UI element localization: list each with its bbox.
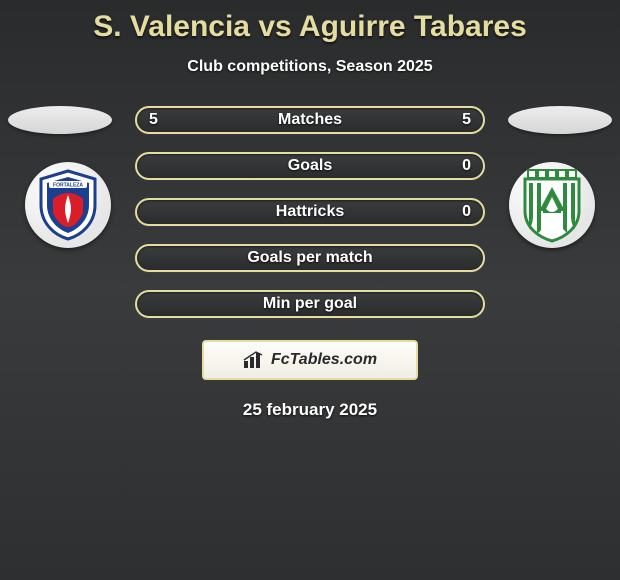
stat-label: Goals	[288, 157, 332, 175]
stat-bar-goals: Goals 0	[135, 152, 485, 180]
stat-label: Matches	[278, 111, 342, 129]
svg-text:FORTALEZA: FORTALEZA	[53, 183, 83, 189]
stat-right-value: 5	[453, 111, 471, 129]
bar-chart-icon	[243, 351, 265, 369]
stat-bars: 5 Matches 5 Goals 0 Hattricks 0 Goals pe…	[135, 106, 485, 318]
stat-left-value: 5	[149, 111, 167, 129]
stat-label: Goals per match	[247, 249, 372, 267]
brand-box[interactable]: FcTables.com	[202, 340, 418, 380]
stat-label: Min per goal	[263, 295, 357, 313]
stat-right-value: 0	[453, 157, 471, 175]
right-club-badge	[502, 162, 602, 248]
stat-bar-hattricks: Hattricks 0	[135, 198, 485, 226]
atletico-nacional-crest-icon	[517, 167, 587, 243]
title: S. Valencia vs Aguirre Tabares	[0, 10, 620, 44]
stat-bar-min-per-goal: Min per goal	[135, 290, 485, 318]
right-player-ellipse	[508, 106, 612, 134]
infographic-root: S. Valencia vs Aguirre Tabares Club comp…	[0, 0, 620, 420]
date-line: 25 february 2025	[0, 400, 620, 420]
stat-bar-goals-per-match: Goals per match	[135, 244, 485, 272]
brand-text: FcTables.com	[271, 351, 377, 369]
fortaleza-crest-icon: FORTALEZA	[35, 169, 101, 241]
stat-label: Hattricks	[276, 203, 344, 221]
middle-area: FORTALEZA 5	[0, 106, 620, 420]
stat-right-value: 0	[453, 203, 471, 221]
left-player-ellipse	[8, 106, 112, 134]
left-club-badge: FORTALEZA	[18, 162, 118, 248]
stat-bar-matches: 5 Matches 5	[135, 106, 485, 134]
subtitle: Club competitions, Season 2025	[0, 58, 620, 76]
